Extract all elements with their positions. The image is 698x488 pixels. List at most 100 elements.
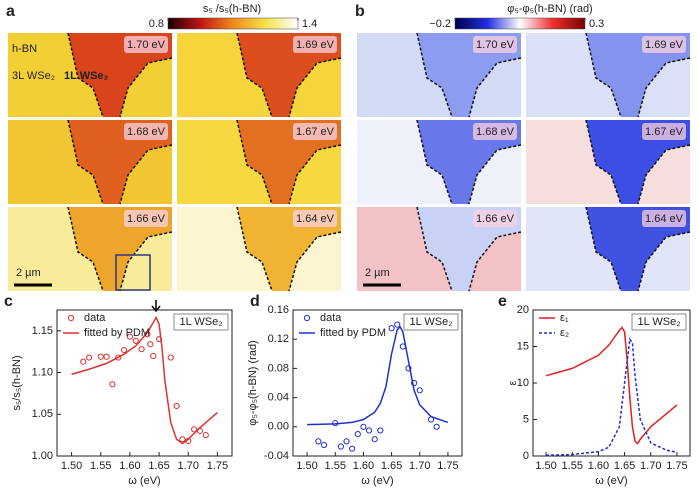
scale-bar-label: 2 µm — [16, 267, 41, 279]
data-point — [365, 427, 373, 434]
data-point — [354, 431, 361, 438]
map-region — [237, 207, 341, 291]
x-tick-label: 1.65 — [381, 460, 402, 472]
data-point — [202, 432, 209, 439]
data-point — [179, 436, 186, 443]
domain-boundary — [468, 57, 522, 118]
colorbar-title: φ₅-φ₅(h-BN) (rad) — [507, 3, 592, 15]
domain-boundary — [637, 231, 691, 292]
colorbar-tick-label: 0.3 — [589, 18, 604, 30]
colorbar — [454, 17, 586, 30]
tag-box — [631, 313, 687, 331]
data-point — [320, 441, 328, 449]
domain-boundary — [585, 206, 622, 292]
series-line — [545, 326, 678, 445]
y-axis-title: φ₅-φ₅(h-BN) (rad) — [247, 340, 259, 425]
region-label: h-BN — [12, 43, 37, 55]
region-label: 1L WSe₂ — [64, 70, 109, 82]
x-axis-title: ω (eV) — [595, 475, 627, 487]
colorbar — [167, 17, 299, 30]
energy-badge — [473, 123, 517, 140]
y-tick-label: 1.15 — [32, 325, 53, 337]
y-tick-label: -0.04 — [264, 450, 289, 462]
legend-label: fitted by PDM — [320, 327, 386, 339]
y-tick-label: 0 — [523, 450, 529, 462]
y-tick-label: 0.08 — [268, 362, 289, 374]
y-tick-label: 1.00 — [32, 450, 53, 462]
energy-badge — [642, 36, 686, 53]
domain-boundary — [288, 57, 342, 118]
domain-boundary — [468, 231, 522, 292]
y-tick-label: 0.16 — [268, 304, 289, 316]
domain-boundary — [585, 32, 622, 118]
x-tick-label: 1.60 — [119, 460, 140, 472]
data-point — [173, 402, 180, 410]
y-tick-label: 20 — [517, 304, 529, 316]
plot-frame — [292, 309, 463, 457]
legend-label: data — [84, 312, 106, 324]
domain-boundary — [119, 231, 173, 292]
domain-boundary — [288, 144, 342, 205]
data-point — [411, 379, 418, 387]
legend-label: ε₁ — [560, 312, 569, 324]
y-tick-label: 10 — [517, 377, 529, 389]
x-tick-label: 1.55 — [90, 460, 111, 472]
panel-label: e — [498, 293, 507, 310]
x-tick-label: 1.55 — [325, 460, 346, 472]
map-region — [68, 33, 172, 117]
panel-label: c — [4, 293, 13, 310]
energy-label: 1.64 eV — [296, 213, 335, 225]
domain-boundary — [416, 32, 453, 118]
domain-boundary — [119, 57, 173, 118]
domain-boundary — [416, 119, 453, 205]
colorbar-title: s₅ /s₅(h-BN) — [203, 3, 261, 15]
energy-badge — [124, 123, 168, 140]
energy-label: 1.68 eV — [476, 126, 515, 138]
map-region — [68, 120, 172, 204]
map-region — [237, 120, 341, 204]
x-tick-label: 1.75 — [437, 460, 458, 472]
panel-label: a — [6, 3, 15, 20]
panel-label: d — [250, 293, 260, 310]
data-point — [360, 423, 367, 430]
y-axis-title: s₅/s₅(h-BN) — [11, 355, 23, 410]
energy-badge — [293, 210, 337, 227]
domain-boundary — [236, 206, 273, 292]
domain-boundary — [637, 57, 691, 118]
energy-label: 1.69 eV — [645, 39, 684, 51]
series-line — [307, 325, 449, 426]
tag-label: 1L WSe₂ — [180, 316, 223, 328]
map-region — [68, 207, 172, 291]
energy-badge — [473, 210, 517, 227]
domain-boundary — [67, 206, 104, 292]
data-point — [147, 341, 154, 348]
domain-boundary — [119, 144, 173, 205]
colorbar-tick-label: −0.2 — [429, 18, 451, 30]
series-line — [546, 337, 678, 457]
x-tick-label: 1.75 — [207, 460, 228, 472]
data-point — [394, 321, 401, 328]
plot-frame — [532, 309, 691, 457]
legend-label: ε₂ — [560, 327, 569, 339]
data-point — [115, 354, 122, 361]
domain-boundary — [67, 32, 104, 118]
data-point — [103, 353, 110, 360]
data-point — [167, 354, 174, 361]
energy-badge — [473, 36, 517, 53]
x-tick-label: 1.70 — [178, 460, 199, 472]
tag-box — [403, 313, 459, 331]
x-tick-label: 1.50 — [535, 460, 556, 472]
x-axis-title: ω (eV) — [361, 475, 393, 487]
legend-marker — [67, 314, 75, 322]
map-region — [417, 33, 521, 117]
data-point — [343, 438, 350, 445]
peak-arrow — [151, 300, 161, 313]
energy-badge — [293, 123, 337, 140]
map-region — [586, 120, 690, 204]
energy-badge — [124, 210, 168, 227]
domain-boundary — [236, 119, 273, 205]
region-label: 3L WSe₂ — [12, 70, 55, 82]
x-tick-label: 1.50 — [61, 460, 82, 472]
energy-label: 1.67 eV — [645, 126, 684, 138]
data-point — [126, 333, 134, 340]
